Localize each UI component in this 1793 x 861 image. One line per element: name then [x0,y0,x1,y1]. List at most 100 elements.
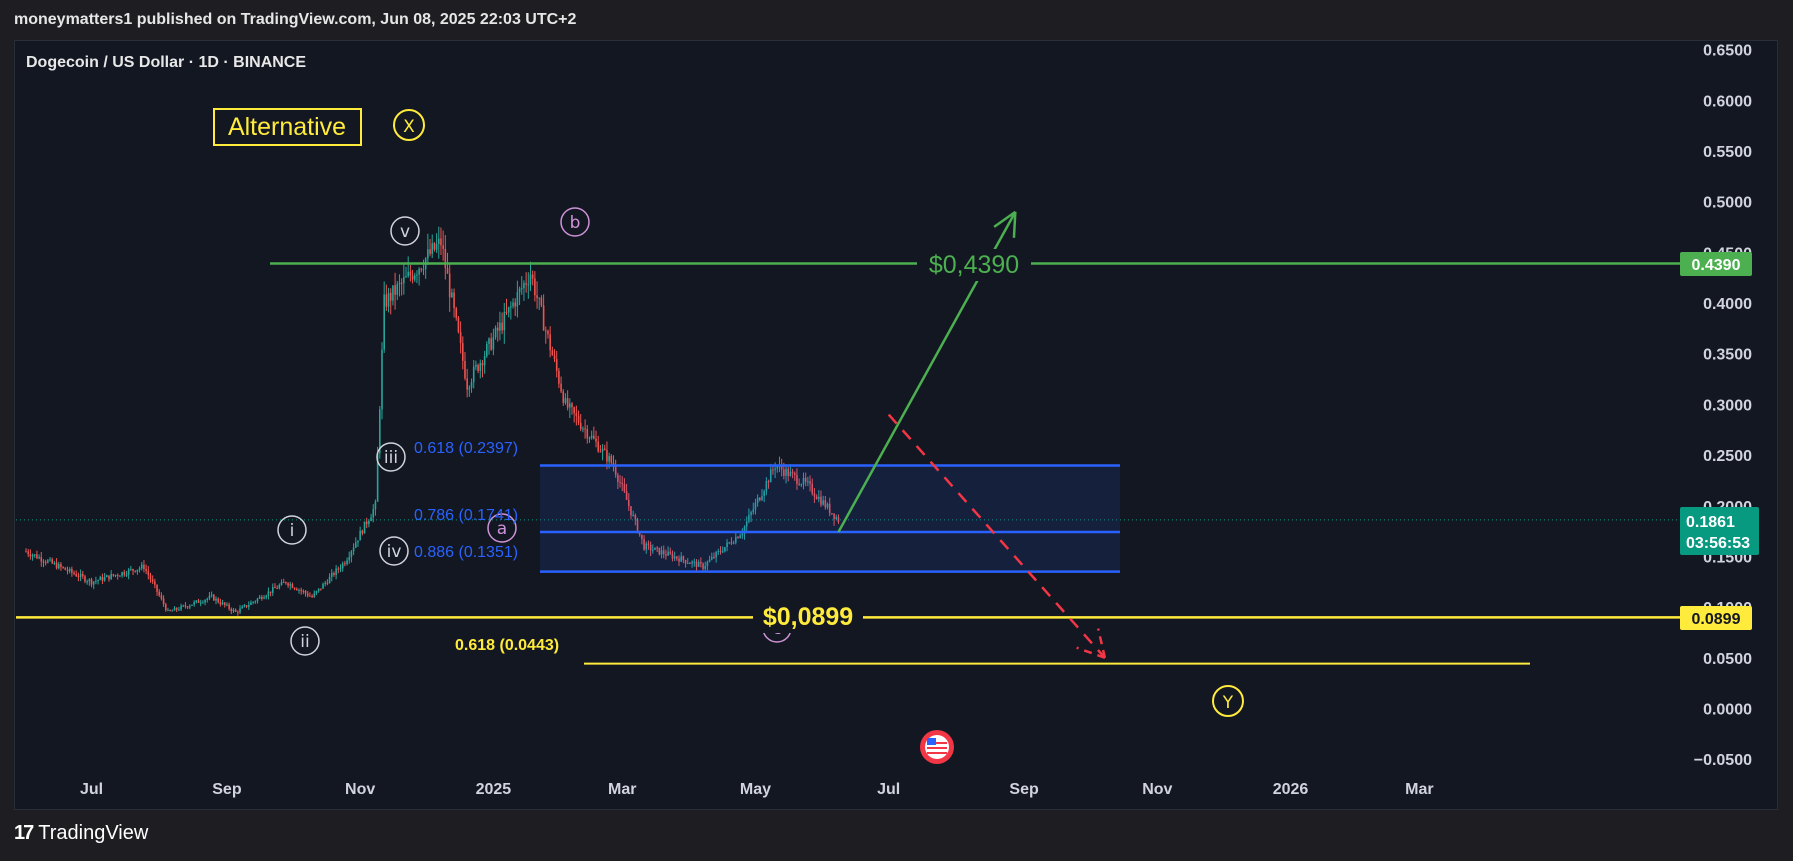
candle-body [164,604,167,611]
candle-body [149,575,152,580]
price-tick-label: 0.5500 [1703,144,1752,161]
candle-body [313,593,316,598]
candle-body [392,285,394,301]
candle-body [510,306,512,308]
candle-body [695,561,698,567]
candle-body [599,451,602,453]
candle-body [387,292,390,307]
candle-body [372,509,375,518]
candles-layer [25,226,840,616]
candle-body [169,610,171,612]
candle-body [820,496,822,505]
candle-body [186,606,189,608]
candle-body [689,563,691,565]
candle-body [826,503,829,508]
candle-body [641,534,643,540]
candle-body [97,580,99,582]
candle-body [333,572,335,576]
current-price-badge: 0.1861 03:56:53 [1680,507,1759,555]
wave-label-i: i [277,515,307,545]
candle-body [282,581,285,583]
candle-body [239,608,241,613]
candle-body [250,602,252,605]
candle-body [354,542,357,548]
candle-body [138,568,141,570]
candle-body [693,561,696,563]
candle-body [732,542,735,544]
candle-body [261,596,263,599]
candle-body [335,568,337,576]
candle-body [671,553,674,559]
candle-body [706,561,709,567]
candle-body [302,590,305,592]
candle-body [38,557,40,559]
candle-body [748,515,750,522]
wave-label-iii: iii [376,442,406,472]
svg-text:0.0899: 0.0899 [1692,611,1741,628]
candle-body [566,398,569,408]
candle-body [322,583,324,589]
candle-body [359,530,361,541]
candle-body [466,378,468,390]
candle-body [33,554,36,556]
svg-text:X: X [403,117,415,137]
candle-body [381,349,383,410]
candle-body [789,471,792,477]
candle-body [134,570,136,572]
candle-body [739,535,741,539]
symbol-title[interactable]: Dogecoin / US Dollar · 1D · BINANCE [26,54,307,71]
candle-body [643,539,645,550]
candle-body [385,294,388,307]
candle-body [191,604,193,606]
wave-label-a: a [487,513,517,543]
candle-body [245,605,248,607]
candle-body [684,560,687,564]
price-axis[interactable]: 0.65000.60000.55000.50000.45000.40000.35… [1694,43,1752,770]
candle-body [51,559,54,564]
candle-body [167,610,169,612]
candle-body [57,564,60,569]
time-axis[interactable]: Jul Sep Nov 2025 Mar May Jul Sep Nov 2026 Mar [80,781,1434,798]
candle-body [787,468,790,477]
candle-body [579,422,582,429]
candle-body [394,285,396,295]
price-tick-label: 0.0500 [1703,651,1752,668]
candle-body [119,575,121,577]
candle-body [47,560,49,563]
candle-body [468,387,471,390]
alternative-label: Alternative [228,113,346,141]
chart-frame[interactable] [14,40,1778,810]
candle-body [724,547,726,552]
us-flag-event-icon[interactable] [920,730,954,764]
candle-body [636,519,639,533]
candle-body [182,605,185,607]
candle-body [68,568,71,572]
candle-body [62,566,64,568]
fib-label-0786: 0.786 (0.1741) [414,507,518,524]
candle-body [189,605,191,608]
candle-body [171,610,174,612]
candle-body [700,561,702,564]
candle-body [503,311,506,331]
candle-body [735,536,737,543]
candle-body [534,278,536,296]
candle-body [811,483,814,494]
candle-body [263,597,265,599]
candle-body [660,550,663,555]
candle-body [110,574,112,580]
candle-body [346,560,348,565]
candle-body [145,569,147,571]
candle-body [595,438,597,442]
footer-branding[interactable]: 17 TradingView [14,822,148,845]
candle-body [793,472,796,475]
candle-body [780,464,783,470]
candle-body [130,569,132,571]
candle-body [276,588,278,590]
candle-body [798,483,800,485]
candle-body [678,558,680,562]
candle-body [403,277,405,284]
candle-body [243,605,246,607]
candle-body [66,569,69,572]
candle-body [713,556,715,558]
